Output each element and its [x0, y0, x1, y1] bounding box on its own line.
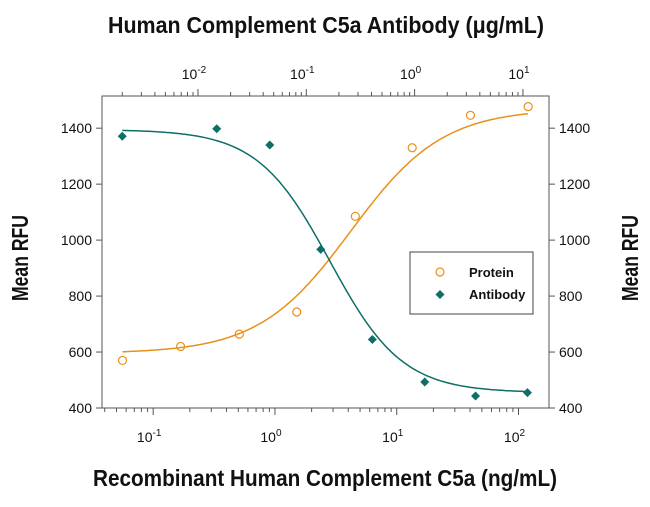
protein-data-point [292, 307, 302, 317]
y-axis-title-right: Mean RFU [617, 215, 643, 301]
protein-data-point [407, 143, 417, 153]
x-axis-title: Recombinant Human Complement C5a (ng/mL) [93, 465, 557, 491]
y-tick-label-left: 1200 [61, 176, 92, 192]
antibody-data-point [212, 124, 222, 134]
antibody-data-point [522, 388, 532, 398]
antibody-data-point [265, 140, 275, 150]
x-tick-label: 10-1 [137, 428, 162, 445]
y-tick-label-right: 1400 [559, 120, 590, 136]
legend-antibody-marker [435, 290, 445, 299]
legend: Protein Antibody [409, 251, 534, 315]
y-tick-label-left: 400 [69, 400, 93, 416]
y-tick-label-left: 1400 [61, 120, 92, 136]
antibody-data-point [420, 377, 430, 387]
y-tick-label-left: 600 [69, 344, 93, 360]
x-top-tick-label: 101 [508, 65, 530, 82]
x-tick-label: 100 [260, 428, 282, 445]
protein-data-point [176, 341, 186, 352]
protein-data-point [523, 102, 533, 112]
legend-box [409, 251, 534, 315]
y-tick-label-right: 800 [559, 288, 583, 304]
y-tick-label-right: 1000 [559, 232, 590, 248]
legend-protein-label: Protein [469, 265, 514, 280]
plot-frame [101, 95, 550, 409]
x-top-tick-label: 10-1 [290, 65, 315, 82]
y-tick-label-left: 1000 [61, 232, 92, 248]
y-tick-label-left: 800 [69, 288, 93, 304]
x-tick-label: 102 [504, 428, 526, 445]
x-top-tick-label: 100 [400, 65, 422, 82]
y-tick-label-right: 1200 [559, 176, 590, 192]
y-axis-title-left: Mean RFU [7, 215, 33, 301]
antibody-data-point [471, 391, 481, 401]
protein-data-point [465, 110, 476, 120]
protein-data-point [350, 211, 360, 221]
x-tick-label: 101 [382, 428, 404, 445]
protein-data-point [117, 355, 128, 366]
legend-antibody-label: Antibody [469, 287, 526, 302]
y-tick-label-right: 400 [559, 400, 583, 416]
antibody-data-point [316, 244, 326, 254]
antibody-data-point [367, 334, 377, 344]
protein-data-point [234, 329, 244, 339]
antibody-fit-curve [122, 129, 528, 393]
legend-protein-marker [435, 267, 445, 277]
antibody-data-point [117, 131, 127, 141]
protein-fit-curve [122, 112, 529, 353]
top-axis-title: Human Complement C5a Antibody (μg/mL) [108, 12, 544, 38]
y-tick-label-right: 600 [559, 344, 583, 360]
x-top-tick-label: 10-2 [182, 65, 207, 82]
